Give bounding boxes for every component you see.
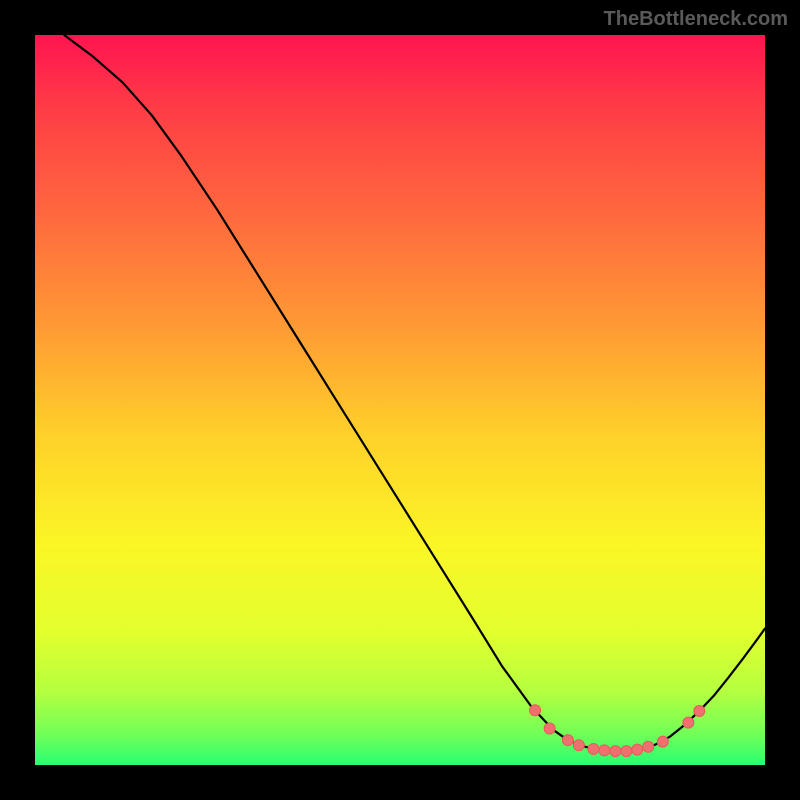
marker-dot xyxy=(544,723,555,734)
marker-dot xyxy=(643,741,654,752)
watermark-text: TheBottleneck.com xyxy=(604,8,788,31)
marker-dot xyxy=(694,705,705,716)
marker-dot xyxy=(562,735,573,746)
marker-dot xyxy=(683,717,694,728)
marker-dot xyxy=(573,740,584,751)
marker-dot xyxy=(632,744,643,755)
marker-dot xyxy=(621,746,632,757)
marker-dot xyxy=(610,746,621,757)
chart-container: TheBottleneck.com xyxy=(0,0,800,800)
marker-dot xyxy=(588,743,599,754)
plot-background xyxy=(35,35,765,765)
marker-dot xyxy=(530,705,541,716)
plot-area xyxy=(35,35,765,765)
marker-dot xyxy=(599,745,610,756)
chart-svg xyxy=(35,35,765,765)
marker-dot xyxy=(657,736,668,747)
